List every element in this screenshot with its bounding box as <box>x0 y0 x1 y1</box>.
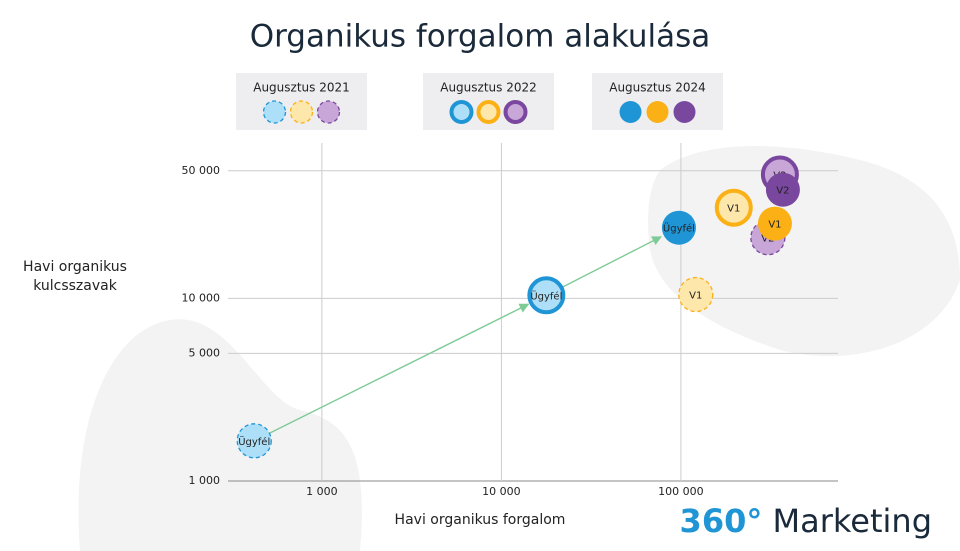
point-label: Ügyfél <box>663 222 695 235</box>
point <box>678 276 714 313</box>
legend-label: Augusztus 2021 <box>253 81 350 95</box>
brand-name: Marketing <box>772 502 932 540</box>
y-tick-label: 1 000 <box>189 474 221 487</box>
point-label: V2 <box>776 186 789 197</box>
point <box>661 210 696 245</box>
point <box>236 423 272 459</box>
point <box>757 206 792 241</box>
legend-marker <box>289 100 314 124</box>
background-shape <box>78 319 362 551</box>
point-label: Ügyfél <box>530 289 562 302</box>
point-label: V1 <box>768 220 781 231</box>
legend-marker <box>673 101 696 123</box>
point-label: V2 <box>761 234 774 245</box>
x-tick-label: 1 000 <box>306 485 338 498</box>
legend-label: Augusztus 2022 <box>440 81 537 95</box>
legend-marker <box>503 100 528 124</box>
point <box>765 172 800 207</box>
y-axis-label: Havi organikus kulcsszavak <box>23 259 127 294</box>
y-tick-label: 10 000 <box>182 291 221 304</box>
x-tick-label: 10 000 <box>482 485 521 498</box>
y-tick-label: 50 000 <box>182 164 221 177</box>
trend-arrow <box>561 236 662 289</box>
point-label: Ügyfél <box>238 435 270 448</box>
x-axis-label: Havi organikus forgalom <box>395 512 566 528</box>
y-tick-label: 5 000 <box>189 346 221 359</box>
point-label: V1 <box>727 204 740 215</box>
point <box>527 276 566 315</box>
chart-title: Organikus forgalom alakulása <box>250 19 711 55</box>
legend-marker <box>449 100 474 124</box>
point <box>714 188 753 227</box>
brand-number: 360° <box>679 502 763 540</box>
legend-marker <box>619 101 642 123</box>
legend-marker <box>476 100 501 124</box>
brand: 360° Marketing <box>680 502 932 540</box>
legend-label: Augusztus 2024 <box>609 81 706 95</box>
trend-arrow <box>269 303 530 434</box>
legend-marker <box>316 100 341 124</box>
background-shape <box>648 146 960 357</box>
legend-marker <box>262 100 287 124</box>
point-label: V1 <box>689 291 702 302</box>
x-tick-label: 100 000 <box>658 485 704 498</box>
legend-marker <box>646 101 669 123</box>
